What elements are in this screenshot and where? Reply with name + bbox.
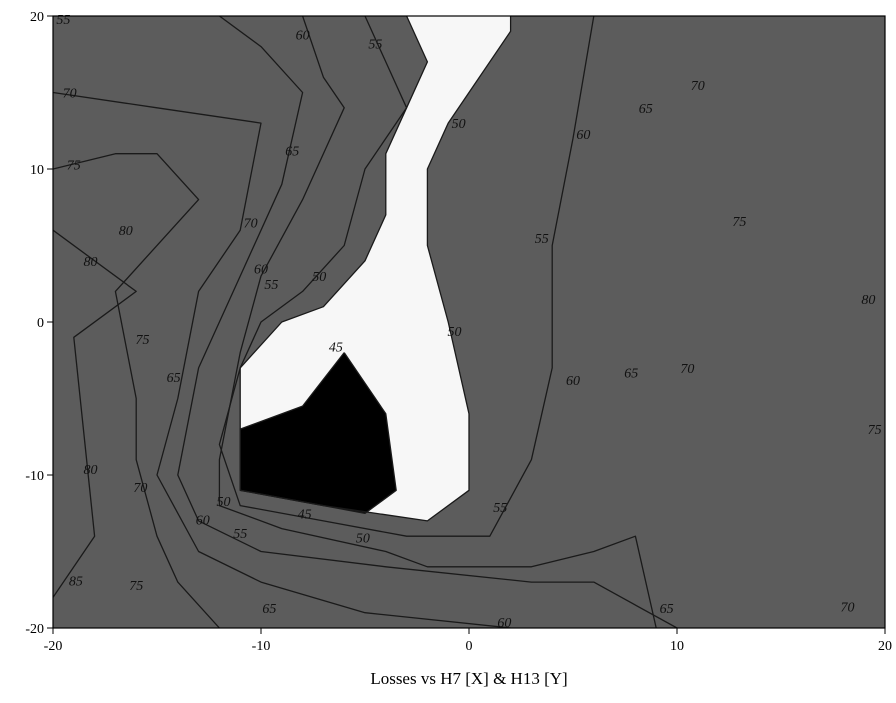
contour-label: 50: [217, 495, 231, 510]
y-tick-label: 10: [30, 163, 44, 178]
contour-label: 60: [196, 513, 210, 528]
contour-label: 60: [566, 374, 580, 389]
contour-label: 70: [63, 87, 77, 102]
contour-label: 60: [254, 262, 268, 277]
axes: -20 -10 0 10 20 20 10 0 -10 -20: [25, 10, 892, 654]
contour-label: 75: [67, 158, 81, 173]
contour-label: 55: [264, 278, 278, 293]
x-tick-label: -10: [252, 639, 271, 654]
contour-line-60: [218, 16, 657, 628]
contour-label: 70: [841, 601, 855, 616]
contour-label: 50: [447, 325, 461, 340]
contour-label: 50: [312, 270, 326, 285]
x-axis-title: Losses vs H7 [X] & H13 [Y]: [370, 669, 567, 688]
y-tick-label: 20: [30, 10, 44, 25]
contour-label: 65: [639, 102, 653, 117]
contour-line-75: [53, 153, 220, 628]
contour-label: 60: [296, 28, 310, 43]
contour-label: 70: [691, 79, 705, 94]
y-tick-label: -20: [25, 622, 44, 637]
x-tick-label: 10: [670, 639, 684, 654]
contour-label: 80: [119, 224, 133, 239]
contour-label: 65: [285, 145, 299, 160]
contour-label: 65: [660, 602, 674, 617]
contour-label: 85: [69, 575, 83, 590]
contour-line-45: [239, 352, 397, 514]
contour-label: 60: [576, 128, 590, 143]
contour-label: 70: [133, 481, 147, 496]
contour-line-65: [177, 16, 678, 628]
contour-label: 60: [497, 616, 511, 631]
contour-label: 80: [83, 255, 97, 270]
contour-band-50: [53, 16, 885, 628]
contour-label: 75: [868, 423, 882, 438]
contour-label: 80: [861, 293, 875, 308]
contour-layer: [53, 16, 885, 628]
contour-label: 75: [129, 579, 143, 594]
contour-label: 50: [356, 532, 370, 547]
x-tick-label: -20: [44, 639, 63, 654]
contour-label: 45: [298, 507, 312, 522]
contour-label: 75: [135, 333, 149, 348]
contour-line-80: [53, 229, 137, 598]
contour-label: 45: [329, 340, 343, 355]
x-tick-label: 0: [466, 639, 473, 654]
contour-label: 65: [167, 371, 181, 386]
contour-label: 70: [680, 362, 694, 377]
y-tick-label: 0: [37, 316, 44, 331]
contour-band-45: [240, 352, 397, 514]
x-tick-label: 20: [878, 639, 892, 654]
contour-label: 55: [535, 232, 549, 247]
y-tick-label: -10: [25, 469, 44, 484]
contour-line-70: [53, 91, 511, 628]
contour-line-55: [218, 16, 595, 537]
contour-label: 55: [233, 527, 247, 542]
contour-label: 70: [244, 217, 258, 232]
contour-label: 65: [262, 602, 276, 617]
contour-label: 55: [493, 501, 507, 516]
contour-label: 75: [732, 215, 746, 230]
contour-label: 55: [56, 13, 70, 28]
contour-label: 80: [83, 463, 97, 478]
contour-label: 50: [452, 117, 466, 132]
contour-label: 55: [368, 38, 382, 53]
contour-label: 65: [624, 366, 638, 381]
